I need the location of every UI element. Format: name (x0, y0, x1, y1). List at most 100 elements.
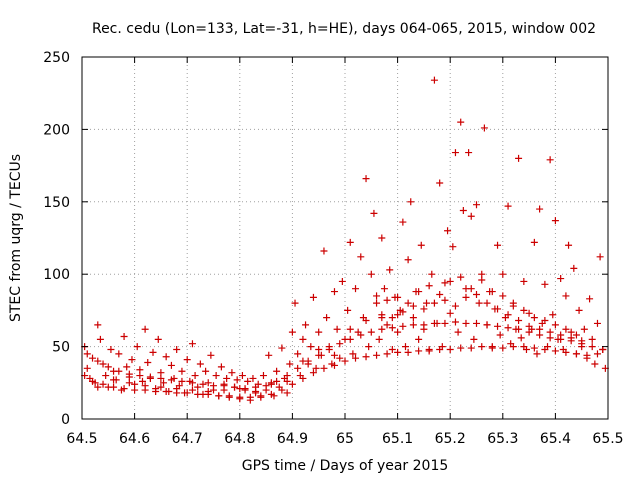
data-point (115, 367, 123, 375)
data-point (499, 344, 507, 352)
data-point (123, 363, 131, 371)
data-point (278, 386, 286, 394)
data-point (441, 296, 449, 304)
data-point (467, 212, 475, 220)
data-point (278, 344, 286, 352)
data-point (283, 377, 291, 385)
data-point (409, 314, 417, 322)
data-point (110, 376, 118, 384)
data-point (249, 374, 257, 382)
data-point (530, 344, 538, 352)
y-tick-label: 200 (43, 122, 70, 138)
data-point (467, 285, 475, 293)
data-point (223, 374, 231, 382)
data-point (204, 379, 212, 387)
y-tick-label: 150 (43, 195, 70, 211)
data-point (362, 175, 370, 183)
data-point (467, 344, 475, 352)
data-point (470, 335, 478, 343)
data-point (294, 350, 302, 358)
data-point (330, 361, 338, 369)
data-point (265, 351, 273, 359)
x-axis-label: GPS time / Days of year 2015 (242, 458, 449, 474)
data-point (141, 325, 149, 333)
data-point (233, 376, 241, 384)
data-point (454, 328, 462, 336)
data-point (483, 321, 491, 329)
data-point (154, 335, 162, 343)
data-point (549, 311, 557, 319)
data-point (352, 285, 360, 293)
data-point (196, 360, 204, 368)
data-point (536, 325, 544, 333)
data-point (141, 382, 149, 390)
data-point (330, 351, 338, 359)
data-point (149, 348, 157, 356)
data-point (436, 290, 444, 298)
data-point (451, 318, 459, 326)
data-point (583, 351, 591, 359)
data-point (394, 293, 402, 301)
data-point (399, 322, 407, 330)
data-point (125, 379, 133, 387)
data-point (572, 331, 580, 339)
data-point (352, 354, 360, 362)
data-point (509, 343, 517, 351)
data-point (562, 292, 570, 300)
x-tick-label: 64.8 (224, 431, 255, 447)
data-point (515, 325, 523, 333)
data-point (517, 334, 525, 342)
data-point (388, 345, 396, 353)
data-point (194, 390, 202, 398)
data-point (212, 372, 220, 380)
data-point (323, 314, 331, 322)
data-point (425, 347, 433, 355)
data-point (157, 383, 165, 391)
data-point (530, 238, 538, 246)
axis-ticks (81, 56, 609, 420)
data-point (315, 345, 323, 353)
data-point (409, 321, 417, 329)
data-point (299, 374, 307, 382)
data-point (320, 247, 328, 255)
data-point (451, 149, 459, 157)
data-point (102, 372, 110, 380)
data-point (367, 328, 375, 336)
data-point (357, 253, 365, 261)
data-point (162, 353, 170, 361)
data-point (451, 302, 459, 310)
data-point (515, 317, 523, 325)
data-point (246, 393, 254, 401)
data-point (404, 299, 412, 307)
data-point (375, 335, 383, 343)
data-point (380, 285, 388, 293)
data-point (446, 309, 454, 317)
data-point (494, 305, 502, 313)
data-point (383, 321, 391, 329)
data-point (515, 154, 523, 162)
data-point (588, 343, 596, 351)
data-point (457, 273, 465, 281)
data-point (457, 344, 465, 352)
data-point (520, 277, 528, 285)
x-tick-label: 64.6 (119, 431, 150, 447)
data-point (215, 392, 223, 400)
data-point (173, 345, 181, 353)
data-point (188, 386, 196, 394)
data-point (333, 325, 341, 333)
data-point (128, 356, 136, 364)
data-point (541, 345, 549, 353)
data-point (551, 321, 559, 329)
data-point (370, 209, 378, 217)
data-point (457, 118, 465, 126)
data-point (349, 350, 357, 358)
data-point (494, 322, 502, 330)
data-point (257, 392, 265, 400)
data-point (367, 270, 375, 278)
data-point (557, 331, 565, 339)
data-point (341, 357, 349, 365)
data-point (160, 379, 168, 387)
data-point (202, 367, 210, 375)
data-point (462, 293, 470, 301)
data-point (562, 325, 570, 333)
